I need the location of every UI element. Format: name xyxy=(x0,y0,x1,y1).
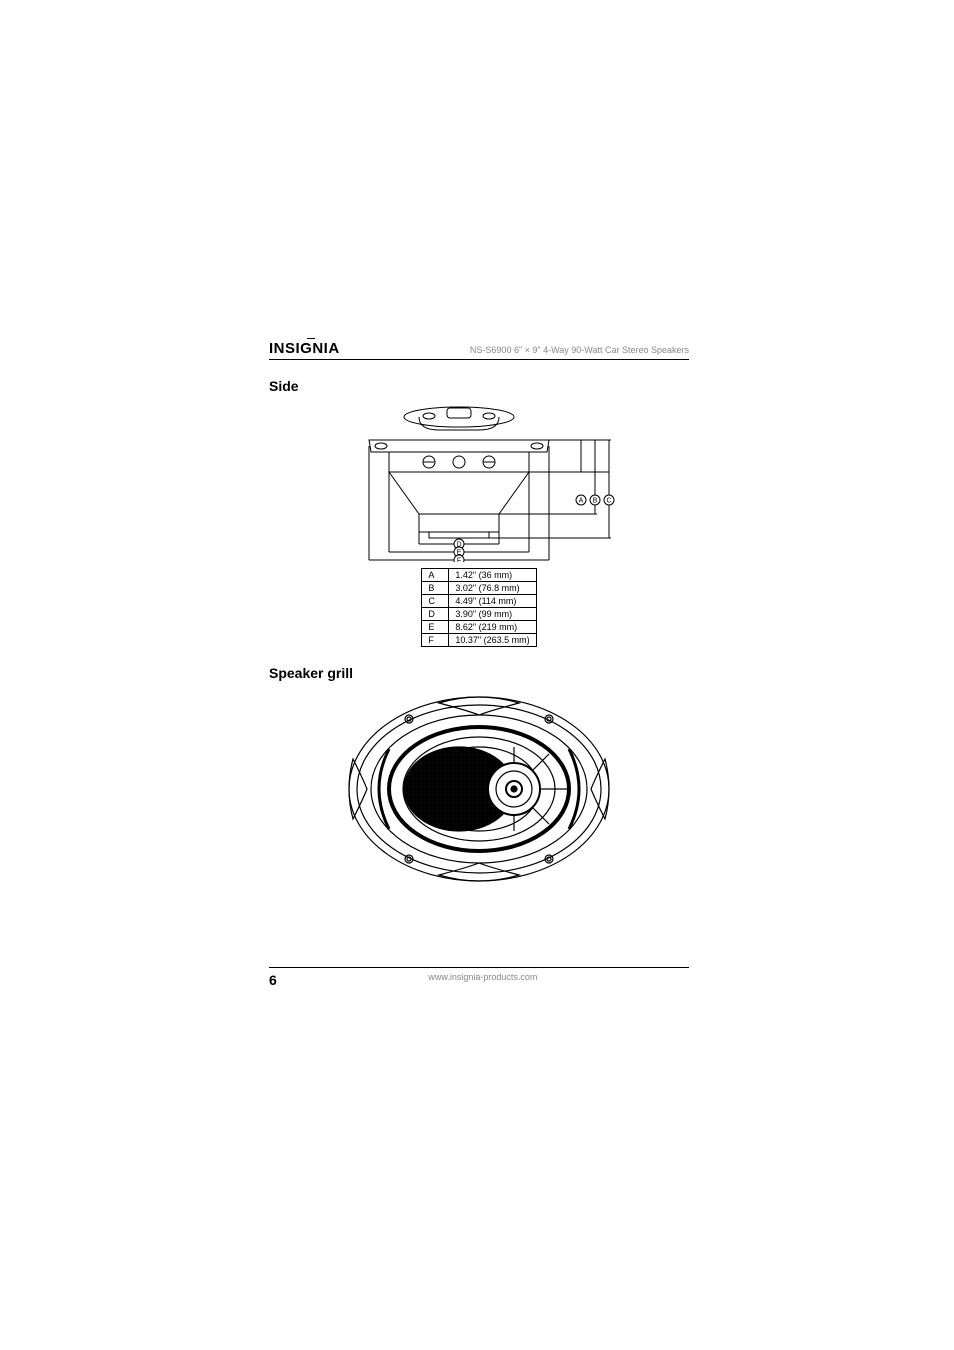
table-row: A 1.42" (36 mm) xyxy=(422,569,536,582)
dim-value: 4.49" (114 mm) xyxy=(449,595,536,608)
dim-value: 3.02" (76.8 mm) xyxy=(449,582,536,595)
grill-heading: Speaker grill xyxy=(269,665,689,681)
callout-f: F xyxy=(457,558,461,563)
callout-a: A xyxy=(579,498,584,505)
side-heading: Side xyxy=(269,378,689,394)
brand-accent-bar xyxy=(307,338,315,339)
footer-url: www.insignia-products.com xyxy=(269,972,689,982)
page-footer: 6 www.insignia-products.com xyxy=(269,967,689,988)
brand-logo: INSIGNIA xyxy=(269,340,346,357)
table-row: E 8.62" (219 mm) xyxy=(422,621,536,634)
page-header: INSIGNIA NS-S6900 6" × 9" 4-Way 90-Watt … xyxy=(269,340,689,360)
dim-ref: C xyxy=(422,595,449,608)
product-title: NS-S6900 6" × 9" 4-Way 90-Watt Car Stere… xyxy=(346,345,689,355)
callout-c: C xyxy=(606,498,611,505)
side-diagram: A B C D E F xyxy=(269,402,689,562)
dim-value: 1.42" (36 mm) xyxy=(449,569,536,582)
dim-ref: D xyxy=(422,608,449,621)
table-row: C 4.49" (114 mm) xyxy=(422,595,536,608)
grill-diagram xyxy=(269,689,689,889)
table-row: B 3.02" (76.8 mm) xyxy=(422,582,536,595)
dim-value: 10.37" (263.5 mm) xyxy=(449,634,536,647)
dimensions-table: A 1.42" (36 mm) B 3.02" (76.8 mm) C 4.49… xyxy=(421,568,536,647)
dim-ref: F xyxy=(422,634,449,647)
table-row: D 3.90" (99 mm) xyxy=(422,608,536,621)
page-number: 6 xyxy=(269,972,277,988)
callout-b: B xyxy=(593,498,598,505)
dim-value: 8.62" (219 mm) xyxy=(449,621,536,634)
dim-ref: B xyxy=(422,582,449,595)
brand-text: INSIGNIA xyxy=(269,340,340,357)
table-row: F 10.37" (263.5 mm) xyxy=(422,634,536,647)
dim-value: 3.90" (99 mm) xyxy=(449,608,536,621)
dim-ref: A xyxy=(422,569,449,582)
dim-ref: E xyxy=(422,621,449,634)
